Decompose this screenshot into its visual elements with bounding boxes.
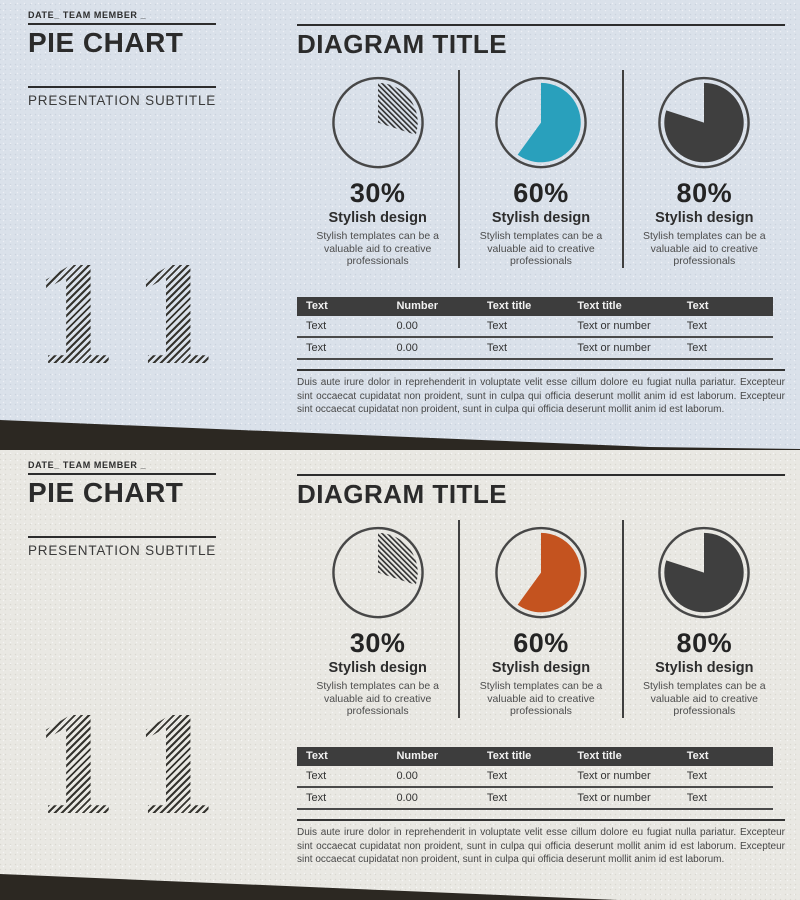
pie-column-60: 60% Stylish design Stylish templates can… — [458, 520, 621, 718]
pie-section: 30% Stylish design Stylish templates can… — [297, 70, 785, 268]
pie-section: 30% Stylish design Stylish templates can… — [297, 520, 785, 718]
percent-label: 80% — [676, 628, 733, 659]
pie-heading: Stylish design — [655, 210, 754, 227]
slide-2: DATE_ TEAM MEMBER _ PIE CHART PRESENTATI… — [0, 450, 800, 900]
table-cell: Text — [677, 787, 773, 810]
meta-label: DATE_ TEAM MEMBER _ — [28, 460, 216, 475]
pie-heading: Stylish design — [328, 210, 427, 227]
table-cell: Text — [677, 316, 773, 338]
table-header-cell: Number — [387, 297, 478, 316]
table-row: Text 0.00 Text Text or number Text — [297, 316, 773, 338]
table-cell: Text — [677, 337, 773, 360]
table-header-cell: Text title — [477, 747, 569, 766]
pie-description: Stylish templates can be a valuable aid … — [479, 680, 603, 718]
pie-chart-80-icon — [658, 526, 751, 619]
footer-paragraph: Duis aute irure dolor in reprehenderit i… — [297, 369, 785, 417]
table-cell: 0.00 — [387, 337, 478, 360]
table-cell: Text — [477, 316, 569, 338]
percent-label: 60% — [513, 628, 569, 659]
table-cell: Text — [297, 787, 388, 810]
table-header-cell: Text — [677, 297, 773, 316]
pie-chart-30-icon — [331, 526, 424, 619]
table-header-cell: Number — [387, 747, 478, 766]
table-header-cell: Text — [297, 297, 388, 316]
table-header-row: Text Number Text title Text title Text — [297, 747, 773, 766]
table-row: Text 0.00 Text Text or number Text — [297, 337, 773, 360]
pie-chart-60-icon — [495, 76, 587, 169]
table-header-row: Text Number Text title Text title Text — [297, 297, 773, 316]
meta-label: DATE_ TEAM MEMBER _ — [28, 10, 216, 25]
table-cell: Text or number — [568, 766, 678, 788]
percent-label: 30% — [349, 178, 406, 209]
table-cell: Text — [477, 766, 569, 788]
pie-column-80: 80% Stylish design Stylish templates can… — [621, 70, 785, 268]
table-cell: Text — [677, 766, 773, 788]
table-header-cell: Text title — [568, 297, 678, 316]
pie-column-80: 80% Stylish design Stylish templates can… — [621, 520, 785, 718]
pie-heading: Stylish design — [655, 660, 754, 677]
slide-title: PIE CHART — [28, 27, 184, 58]
table-row: Text 0.00 Text Text or number Text — [297, 787, 773, 810]
slide-title: PIE CHART — [28, 477, 184, 508]
data-table: Text Number Text title Text title Text T… — [297, 747, 773, 810]
pie-chart-30-icon — [331, 76, 424, 169]
pie-description: Stylish templates can be a valuable aid … — [643, 680, 766, 718]
table-cell: 0.00 — [387, 766, 478, 788]
table-cell: Text — [477, 337, 569, 360]
diagram-title-block: DIAGRAM TITLE — [297, 24, 785, 60]
footer-paragraph: Duis aute irure dolor in reprehenderit i… — [297, 819, 785, 867]
slide-1: DATE_ TEAM MEMBER _ PIE CHART PRESENTATI… — [0, 0, 800, 449]
pie-description: Stylish templates can be a valuable aid … — [479, 230, 603, 268]
slide-subtitle: PRESENTATION SUBTITLE — [28, 86, 216, 108]
table-header-cell: Text title — [568, 747, 678, 766]
table-header-cell: Text title — [477, 297, 569, 316]
pie-chart-60-icon — [495, 526, 587, 619]
slide-subtitle: PRESENTATION SUBTITLE — [28, 536, 216, 558]
pie-description: Stylish templates can be a valuable aid … — [316, 230, 439, 268]
page-number: 11 — [30, 690, 230, 845]
slide-1-content: DATE_ TEAM MEMBER _ PIE CHART PRESENTATI… — [28, 10, 785, 417]
pie-column-30: 30% Stylish design Stylish templates can… — [297, 70, 458, 268]
pie-chart-80-icon — [658, 76, 751, 169]
percent-label: 30% — [349, 628, 406, 659]
table-cell: Text — [297, 766, 388, 788]
table-cell: Text or number — [568, 787, 678, 810]
pie-column-30: 30% Stylish design Stylish templates can… — [297, 520, 458, 718]
diagram-title-block: DIAGRAM TITLE — [297, 474, 785, 510]
pie-description: Stylish templates can be a valuable aid … — [643, 230, 766, 268]
data-table: Text Number Text title Text title Text T… — [297, 297, 773, 360]
table-cell: Text or number — [568, 316, 678, 338]
pie-heading: Stylish design — [328, 660, 427, 677]
table-cell: Text — [297, 316, 388, 338]
table-cell: Text or number — [568, 337, 678, 360]
table-cell: Text — [297, 337, 388, 360]
diagram-title: DIAGRAM TITLE — [297, 29, 508, 59]
diagram-title: DIAGRAM TITLE — [297, 479, 508, 509]
page-number: 11 — [30, 240, 230, 395]
slide-2-content: DATE_ TEAM MEMBER _ PIE CHART PRESENTATI… — [0, 450, 800, 900]
table-cell: Text — [477, 787, 569, 810]
table-header-cell: Text — [297, 747, 388, 766]
pie-heading: Stylish design — [491, 660, 591, 677]
percent-label: 60% — [513, 178, 569, 209]
percent-label: 80% — [676, 178, 733, 209]
table-cell: 0.00 — [387, 316, 478, 338]
pie-column-60: 60% Stylish design Stylish templates can… — [458, 70, 621, 268]
pie-description: Stylish templates can be a valuable aid … — [316, 680, 439, 718]
table-cell: 0.00 — [387, 787, 478, 810]
pie-heading: Stylish design — [491, 210, 591, 227]
table-row: Text 0.00 Text Text or number Text — [297, 766, 773, 788]
table-header-cell: Text — [677, 747, 773, 766]
